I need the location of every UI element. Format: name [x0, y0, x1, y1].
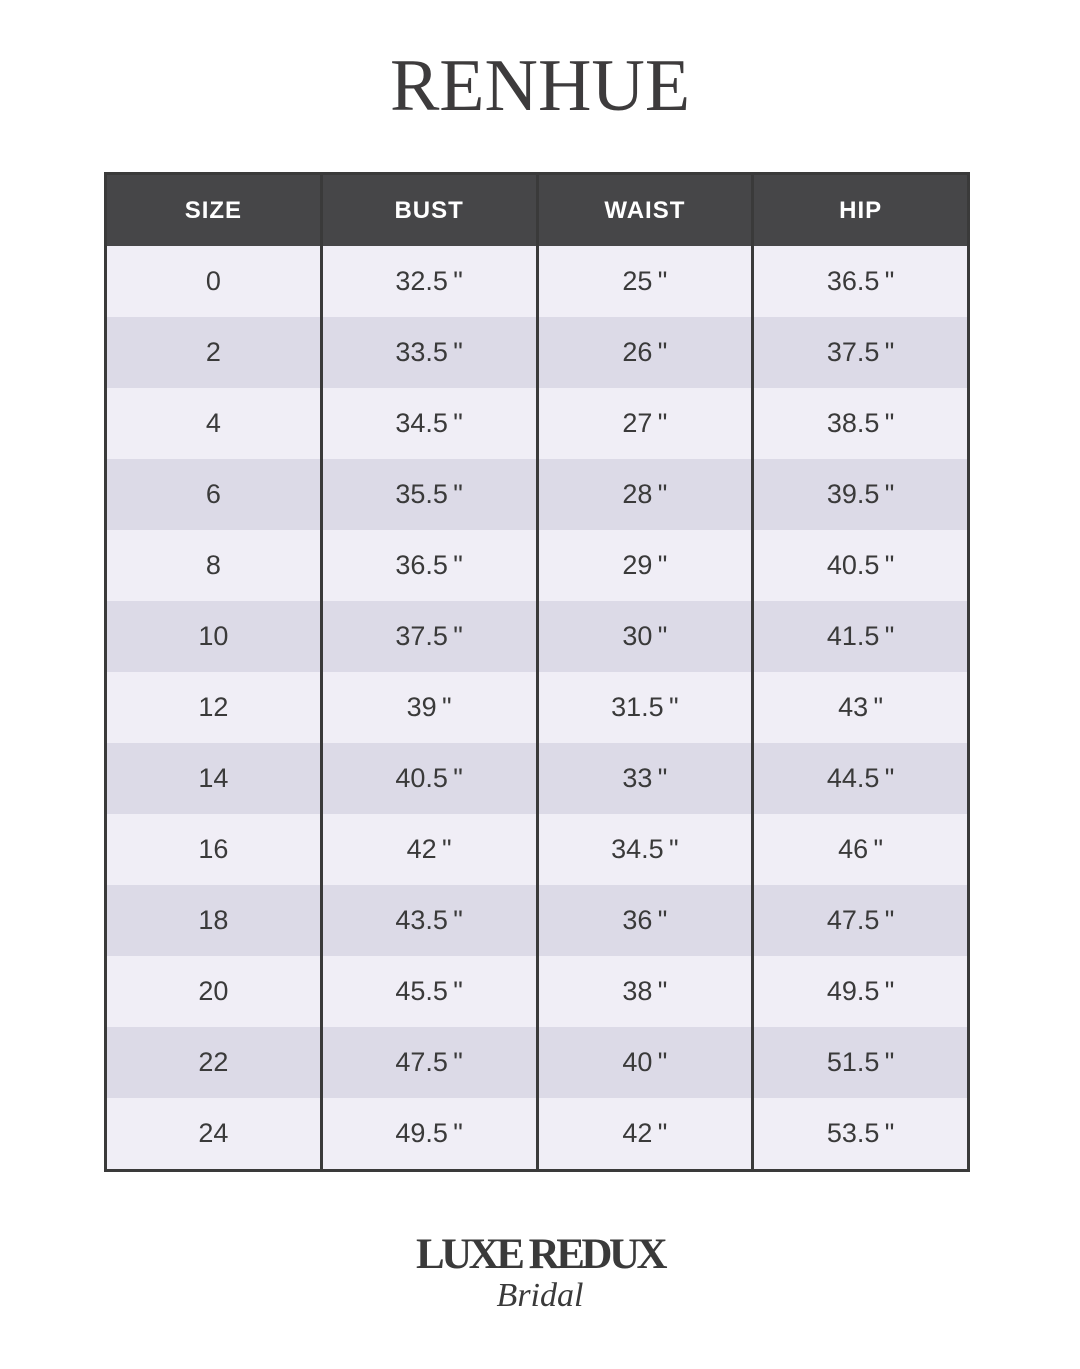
svg-text:Bridal: Bridal	[497, 1277, 584, 1314]
svg-text:LUXE REDUX: LUXE REDUX	[416, 1233, 668, 1278]
